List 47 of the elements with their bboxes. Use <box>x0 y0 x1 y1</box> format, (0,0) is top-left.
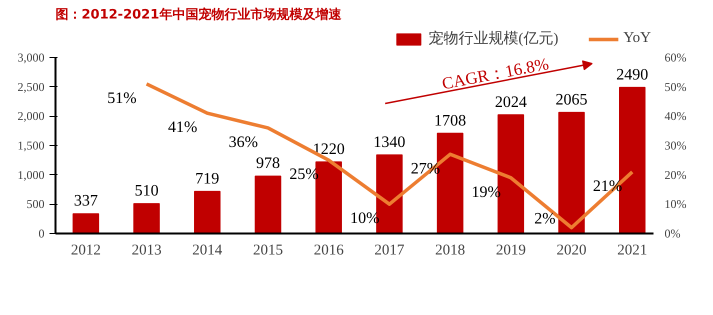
x-tick-label: 2020 <box>556 242 587 258</box>
data-label: 719 <box>195 170 220 188</box>
y-tick-label: 1,000 <box>18 168 44 182</box>
legend-label: 宠物行业规模(亿元) <box>428 30 558 48</box>
x-tick-label: 2013 <box>132 242 162 258</box>
legend-label: YoY <box>623 30 651 47</box>
y-tick-label: 0 <box>38 226 44 240</box>
bar <box>133 203 160 234</box>
x-tick-label: 2017 <box>374 242 405 258</box>
data-label: 2024 <box>494 94 527 111</box>
bar <box>72 213 100 234</box>
y-tick-label: 2,000 <box>18 109 44 124</box>
y-tick-label: 2,500 <box>18 80 44 94</box>
data-label: 337 <box>74 192 98 210</box>
annotation: CAGR：16.8% <box>440 54 550 94</box>
x-tick-label: 2021 <box>617 242 648 258</box>
y2-tick-label: 20% <box>664 168 686 182</box>
data-label: 1340 <box>373 134 406 151</box>
y2-tick-label: 50% <box>664 80 686 94</box>
y2-tick-label: 30% <box>664 138 686 152</box>
data-label: 2065 <box>556 91 588 108</box>
data-label: 51% <box>107 90 137 107</box>
data-label: 1220 <box>312 140 345 158</box>
bar <box>558 112 585 234</box>
bar <box>194 190 221 234</box>
data-label: 978 <box>256 155 280 172</box>
x-tick-label: 2019 <box>496 242 526 258</box>
y-tick-label: 1,500 <box>18 138 44 152</box>
bar <box>254 176 282 234</box>
y2-tick-label: 0% <box>664 226 680 240</box>
y-tick-label: 500 <box>26 197 44 212</box>
x-tick-label: 2018 <box>435 242 466 258</box>
data-label: 41% <box>168 119 198 136</box>
y-tick-label: 3,000 <box>18 50 44 64</box>
y2-tick-label: 10% <box>664 197 686 212</box>
data-label: 2% <box>534 210 556 228</box>
x-tick-label: 2014 <box>192 242 223 258</box>
y2-tick-label: 40% <box>664 109 686 124</box>
data-label: 36% <box>228 134 258 151</box>
data-label: 1708 <box>434 112 466 130</box>
x-tick-label: 2015 <box>252 242 283 258</box>
x-tick-label: 2012 <box>70 242 101 258</box>
chart-title: 图：2012-2021年中国宠物行业市场规模及增速 <box>56 6 342 22</box>
x-tick-label: 2016 <box>314 242 344 258</box>
data-label: 2490 <box>616 66 648 84</box>
data-label: 510 <box>134 182 159 200</box>
y2-tick-label: 60% <box>664 50 686 64</box>
